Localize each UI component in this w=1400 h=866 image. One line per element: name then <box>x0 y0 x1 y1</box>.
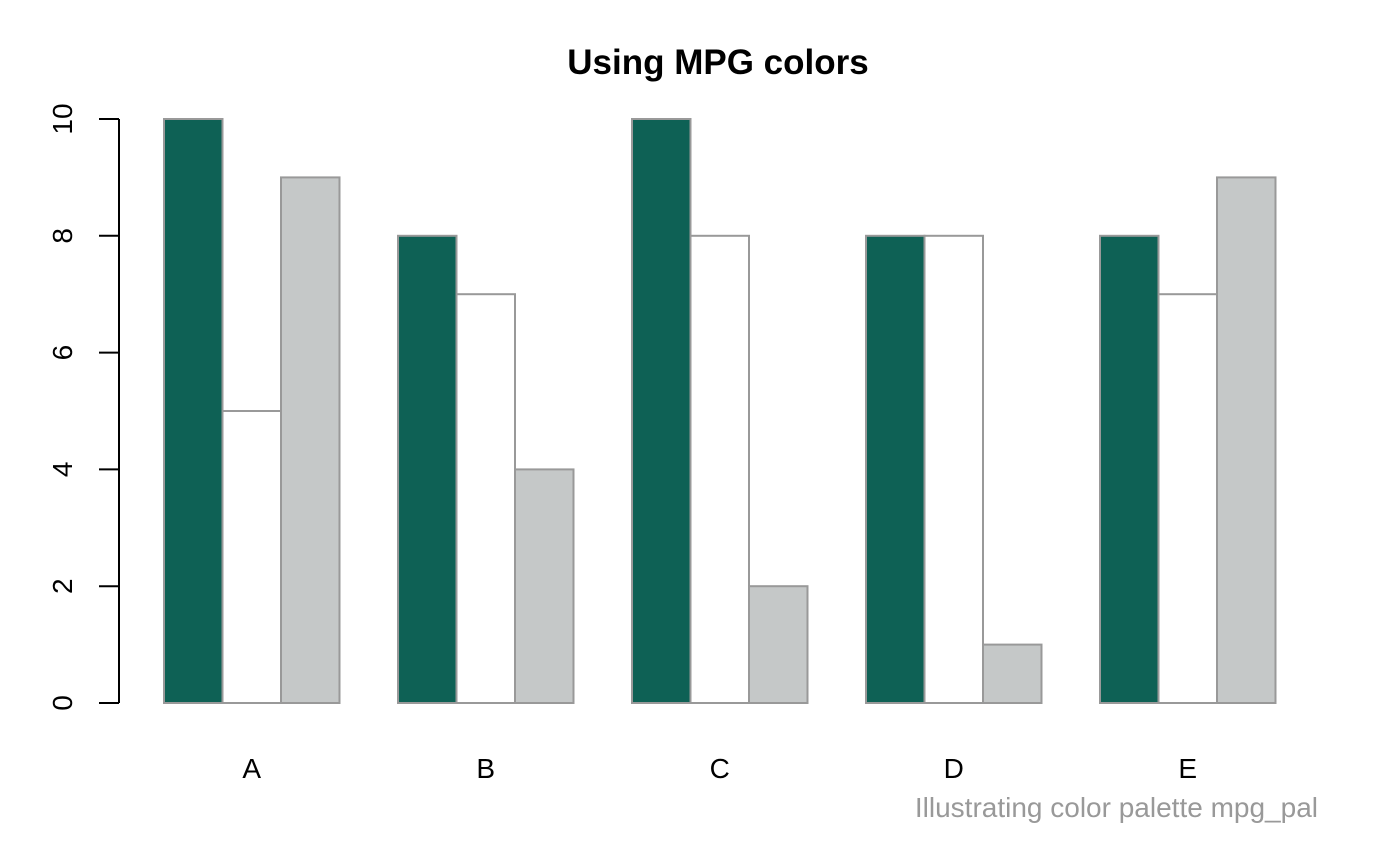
bar-D-2 <box>923 234 984 705</box>
bar-A-1 <box>163 118 224 704</box>
bar-C-3 <box>748 585 809 705</box>
bar-A-2 <box>221 410 282 704</box>
bar-C-1 <box>631 118 692 704</box>
bar-A-3 <box>280 176 341 704</box>
bar-E-3 <box>1216 176 1277 704</box>
chart-title: Using MPG colors <box>567 43 868 82</box>
y-axis: 0 2 4 6 8 10 <box>47 103 120 711</box>
bar-D-3 <box>982 643 1043 704</box>
bar-E-2 <box>1157 293 1218 704</box>
category-label-A: A <box>242 753 261 784</box>
category-label-E: E <box>1178 753 1197 784</box>
category-labels: A B C D E <box>242 753 1197 784</box>
category-label-D: D <box>944 753 964 784</box>
y-tick-label: 10 <box>47 103 78 134</box>
y-tick-label: 2 <box>47 578 78 594</box>
bar-E-1 <box>1099 234 1160 705</box>
y-tick-label: 4 <box>47 462 78 478</box>
y-tick-label: 6 <box>47 345 78 361</box>
bars-group <box>163 118 1277 705</box>
y-tick-label: 8 <box>47 228 78 244</box>
y-tick-label: 0 <box>47 695 78 711</box>
bar-B-3 <box>514 468 575 704</box>
bar-B-2 <box>455 293 516 704</box>
bar-D-1 <box>865 234 926 705</box>
bar-C-2 <box>689 234 750 705</box>
chart-caption: Illustrating color palette mpg_pal <box>915 792 1318 823</box>
category-label-B: B <box>476 753 495 784</box>
category-label-C: C <box>710 753 730 784</box>
bar-B-1 <box>397 234 458 705</box>
